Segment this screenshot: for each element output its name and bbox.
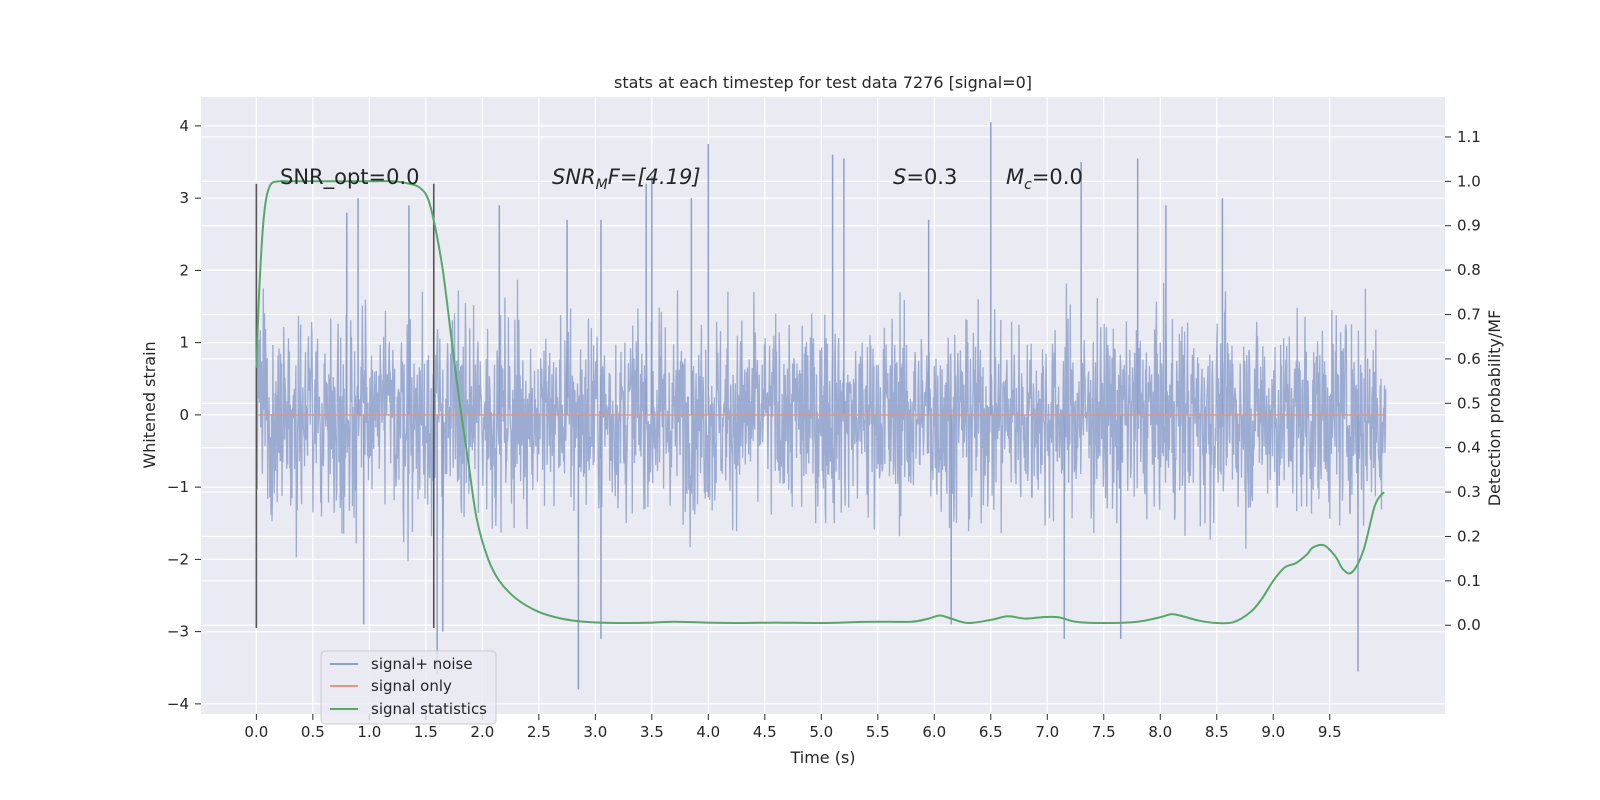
y2-tick-label: 0.5 bbox=[1457, 394, 1481, 412]
legend-label-signal-only: signal only bbox=[371, 677, 452, 695]
y-tick-label: 2 bbox=[179, 261, 189, 279]
y-tick-label: 0 bbox=[179, 406, 189, 424]
y-tick-label: −1 bbox=[167, 478, 189, 496]
x-tick-label: 1.0 bbox=[357, 723, 381, 741]
x-axis-ticks: 0.0 0.5 1.0 1.5 2.0 2.5 3.0 3.5 4.0 4.5 5.0 5.5 6.0 6… bbox=[244, 714, 1342, 741]
x-axis-label: Time (s) bbox=[789, 748, 855, 767]
x-tick-label: 3.0 bbox=[583, 723, 607, 741]
y2-tick-label: 0.3 bbox=[1457, 483, 1481, 501]
x-tick-label: 7.5 bbox=[1092, 723, 1116, 741]
x-tick-label: 2.5 bbox=[527, 723, 551, 741]
y-tick-label: −2 bbox=[167, 550, 189, 568]
noise-trace bbox=[255, 279, 1387, 562]
series-signal-noise bbox=[255, 122, 1387, 690]
x-tick-label: 0.5 bbox=[301, 723, 325, 741]
x-tick-label: 2.0 bbox=[470, 723, 494, 741]
annotation-mc: Mc=0.0 bbox=[1006, 165, 1083, 193]
y-axis-right-ticks: 1.1 1.0 0.9 0.8 0.7 0.6 0.5 0.4 0.3 0.2 0.1 0.0 bbox=[1445, 128, 1481, 634]
x-tick-label: 5.5 bbox=[866, 723, 890, 741]
legend-label-statistics: signal statistics bbox=[371, 700, 487, 718]
y2-tick-label: 0.8 bbox=[1457, 261, 1481, 279]
y2-tick-label: 1.1 bbox=[1457, 128, 1481, 146]
x-tick-label: 7.0 bbox=[1035, 723, 1059, 741]
y-tick-label: −3 bbox=[167, 623, 189, 641]
y-tick-label: −4 bbox=[167, 695, 189, 713]
x-tick-label: 0.0 bbox=[244, 723, 268, 741]
x-tick-label: 9.0 bbox=[1261, 723, 1285, 741]
statistics-line bbox=[255, 179, 1385, 625]
y-tick-label: 4 bbox=[179, 117, 189, 135]
y-axis-label: Whitened strain bbox=[140, 341, 159, 468]
legend-label-noise: signal+ noise bbox=[371, 655, 473, 673]
y-tick-label: 3 bbox=[179, 189, 189, 207]
x-tick-label: 5.0 bbox=[809, 723, 833, 741]
legend-box bbox=[320, 650, 497, 725]
chart-title: stats at each timestep for test data 727… bbox=[614, 73, 1032, 92]
y-axis-left-ticks: 4 3 2 1 0 −1 −2 −3 −4 bbox=[167, 117, 201, 713]
y2-tick-label: 0.1 bbox=[1457, 572, 1481, 590]
x-tick-label: 8.0 bbox=[1148, 723, 1172, 741]
annotation-s: S=0.3 bbox=[893, 165, 957, 189]
y2-tick-label: 0.2 bbox=[1457, 527, 1481, 545]
x-tick-label: 3.5 bbox=[640, 723, 664, 741]
y-tick-label: 1 bbox=[179, 334, 189, 352]
y2-tick-label: 0.0 bbox=[1457, 616, 1481, 634]
annotation-snr-opt: SNR_opt=0.0 bbox=[280, 165, 420, 190]
x-tick-label: 4.0 bbox=[696, 723, 720, 741]
y2-axis-label: Detection probability/MF bbox=[1485, 310, 1504, 507]
y2-tick-label: 0.9 bbox=[1457, 217, 1481, 235]
x-tick-label: 9.5 bbox=[1318, 723, 1342, 741]
x-tick-label: 6.5 bbox=[979, 723, 1003, 741]
y2-tick-label: 1.0 bbox=[1457, 172, 1481, 190]
legend: signal+ noise signal only signal statist… bbox=[320, 650, 497, 725]
boundary-lines bbox=[255, 183, 435, 629]
y2-tick-label: 0.6 bbox=[1457, 350, 1481, 368]
y2-tick-label: 0.4 bbox=[1457, 439, 1481, 457]
x-tick-label: 8.5 bbox=[1205, 723, 1229, 741]
x-tick-label: 1.5 bbox=[414, 723, 438, 741]
x-tick-label: 4.5 bbox=[753, 723, 777, 741]
x-tick-label: 6.0 bbox=[922, 723, 946, 741]
annotations: SNR_opt=0.0 SNRMF=[4.19] S=0.3 Mc=0.0 bbox=[280, 165, 1083, 193]
series-signal-statistics bbox=[255, 179, 1385, 625]
annotation-snr-mf: SNRMF=[4.19] bbox=[552, 165, 701, 193]
y2-tick-label: 0.7 bbox=[1457, 306, 1481, 324]
